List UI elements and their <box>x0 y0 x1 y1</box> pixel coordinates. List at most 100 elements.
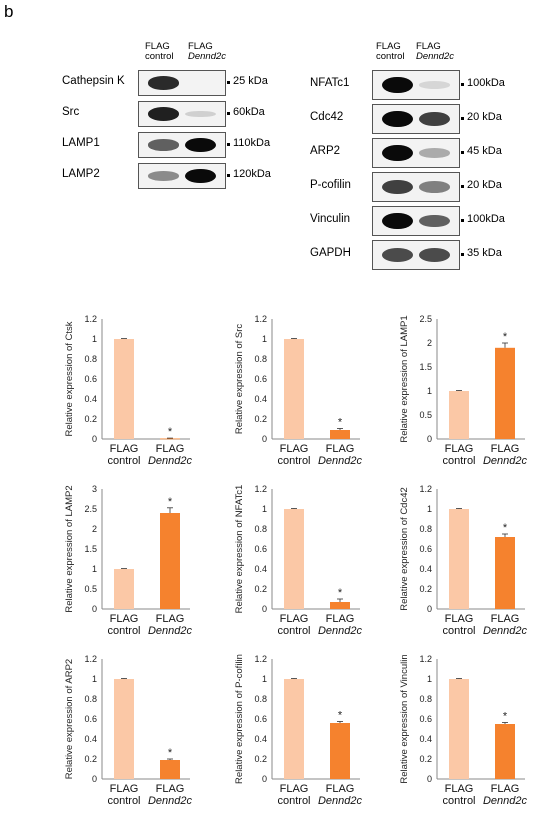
significance-star: * <box>503 711 508 723</box>
x-tick-label-line2: Dennd2c <box>148 625 193 637</box>
y-tick-label: 0 <box>262 604 267 614</box>
y-tick-label: 1.2 <box>254 314 267 324</box>
bar-chart-8: 0 0.2 0.4 0.6 0.8 1 1.2 Relative expression of … <box>210 645 380 815</box>
y-tick-label: 0.4 <box>254 734 267 744</box>
right-blot-band-p-cofilin-lane2 <box>419 181 451 193</box>
x-tick-label-line2: control <box>107 455 140 467</box>
bar-chart-svg: 0 0.2 0.4 0.6 0.8 1 1.2 Relative expression of … <box>234 314 363 467</box>
y-tick-label: 2.5 <box>84 504 97 514</box>
y-tick-label: 0.4 <box>84 394 97 404</box>
y-tick-label: 0.6 <box>419 544 432 554</box>
y-axis-label: Relative expression of Cdc42 <box>399 487 410 611</box>
y-axis-label: Relative expression of LAMP1 <box>399 315 410 442</box>
significance-star: * <box>503 522 508 534</box>
y-tick-label: 3 <box>92 484 97 494</box>
left-lane2-header: FLAG Dennd2c <box>188 42 226 62</box>
bar-dennd2c <box>495 537 515 609</box>
y-tick-label: 1.5 <box>84 544 97 554</box>
x-tick-label-line2: control <box>442 455 475 467</box>
significance-star: * <box>503 331 508 343</box>
y-tick-label: 1 <box>427 386 432 396</box>
left-blot-band-lamp1-lane1 <box>147 139 179 151</box>
left-blot-band-lamp2-lane2 <box>185 168 217 184</box>
x-tick-label-line1: FLAG <box>156 613 185 625</box>
bar-chart-9: 0 0.2 0.4 0.6 0.8 1 1.2 Relative expression of … <box>375 645 545 815</box>
right-lane1-line2: control <box>376 51 405 62</box>
y-tick-label: 0.6 <box>419 714 432 724</box>
bar-chart-4: 0 0.5 1 1.5 2 2.5 3 Relative expression of LAMP… <box>40 475 210 645</box>
right-blot-kda-p-cofilin: 20 kDa <box>467 179 502 191</box>
right-blot-strip-nfatc1 <box>372 70 460 100</box>
right-blot-strip-gapdh <box>372 240 460 270</box>
x-tick-label-line1: FLAG <box>280 443 309 455</box>
significance-star: * <box>168 747 173 759</box>
left-lane1-line2: control <box>145 51 174 62</box>
left-blot-band-cathepsin-k-lane1 <box>147 76 179 90</box>
y-tick-label: 0 <box>262 434 267 444</box>
x-tick-label-line2: Dennd2c <box>318 625 363 637</box>
y-tick-label: 1 <box>92 674 97 684</box>
bar-control <box>284 339 304 439</box>
right-lane1-line1: FLAG <box>376 41 401 52</box>
y-tick-label: 0.2 <box>84 754 97 764</box>
bar-chart-3: 0 0.5 1 1.5 2 2.5 Relative expression of LAMP1… <box>375 305 545 475</box>
left-blot-kda-src: 60kDa <box>233 106 265 118</box>
y-tick-label: 0 <box>427 434 432 444</box>
y-tick-label: 0.4 <box>84 734 97 744</box>
bar-chart-svg: 0 0.5 1 1.5 2 2.5 3 Relative expression of LAMP… <box>64 484 193 637</box>
bar-control <box>449 391 469 439</box>
y-tick-label: 1 <box>92 564 97 574</box>
bar-chart-2: 0 0.2 0.4 0.6 0.8 1 1.2 Relative expression of … <box>210 305 380 475</box>
right-blot-strip-p-cofilin <box>372 172 460 202</box>
x-tick-label-line2: Dennd2c <box>148 795 193 807</box>
bar-dennd2c <box>495 724 515 779</box>
x-tick-label-line2: Dennd2c <box>318 455 363 467</box>
y-tick-label: 1 <box>427 674 432 684</box>
right-blot-band-gapdh-lane2 <box>419 248 451 262</box>
bar-control <box>114 569 134 609</box>
right-blot-strip-cdc42 <box>372 104 460 134</box>
bar-chart-svg: 0 0.2 0.4 0.6 0.8 1 1.2 Relative expression of … <box>234 654 363 807</box>
right-blot-kda-nfatc1: 100kDa <box>467 77 505 89</box>
panel-letter: b <box>4 2 14 21</box>
x-tick-label-line1: FLAG <box>491 783 520 795</box>
y-tick-label: 1.2 <box>419 484 432 494</box>
left-blot-strip-cathepsin-k <box>138 70 226 96</box>
right-blot-marker-vinculin <box>461 219 464 222</box>
y-axis-label: Relative expression of NFATc1 <box>234 485 245 614</box>
y-tick-label: 0.4 <box>254 394 267 404</box>
right-blot-band-cdc42-lane2 <box>419 111 451 127</box>
y-tick-label: 0.6 <box>254 374 267 384</box>
y-tick-label: 0.4 <box>254 564 267 574</box>
right-blot-strip-arp2 <box>372 138 460 168</box>
y-tick-label: 1.2 <box>419 654 432 664</box>
right-blot-kda-arp2: 45 kDa <box>467 145 502 157</box>
y-tick-label: 0.5 <box>419 410 432 420</box>
significance-star: * <box>168 496 173 508</box>
right-blot-label-cdc42: Cdc42 <box>310 111 344 123</box>
bar-chart-svg: 0 0.2 0.4 0.6 0.8 1 1.2 Relative expression of … <box>64 314 193 467</box>
left-blot-label-src: Src <box>62 106 80 118</box>
bar-control <box>114 679 134 779</box>
right-blot-band-vinculin-lane2 <box>419 214 451 228</box>
left-blot-label-lamp2: LAMP2 <box>62 168 100 180</box>
y-tick-label: 1 <box>262 674 267 684</box>
y-tick-label: 0 <box>427 604 432 614</box>
bar-chart-7: 0 0.2 0.4 0.6 0.8 1 1.2 Relative expression of … <box>40 645 210 815</box>
right-blot-marker-p-cofilin <box>461 185 464 188</box>
right-blot-kda-cdc42: 20 kDa <box>467 111 502 123</box>
y-tick-label: 0.2 <box>254 584 267 594</box>
right-blot-band-nfatc1-lane1 <box>381 76 413 94</box>
x-tick-label-line1: FLAG <box>110 613 139 625</box>
y-tick-label: 0 <box>262 774 267 784</box>
y-tick-label: 0.4 <box>419 564 432 574</box>
x-tick-label-line2: control <box>277 625 310 637</box>
right-blot-band-arp2-lane2 <box>419 148 451 158</box>
right-blot-kda-gapdh: 35 kDa <box>467 247 502 259</box>
right-lane2-line1: FLAG <box>416 41 441 52</box>
y-tick-label: 0.8 <box>84 694 97 704</box>
x-tick-label-line1: FLAG <box>326 783 355 795</box>
left-blot-band-lamp1-lane2 <box>185 137 217 153</box>
x-tick-label-line2: control <box>107 625 140 637</box>
y-axis-label: Relative expression of ARP2 <box>64 659 75 779</box>
